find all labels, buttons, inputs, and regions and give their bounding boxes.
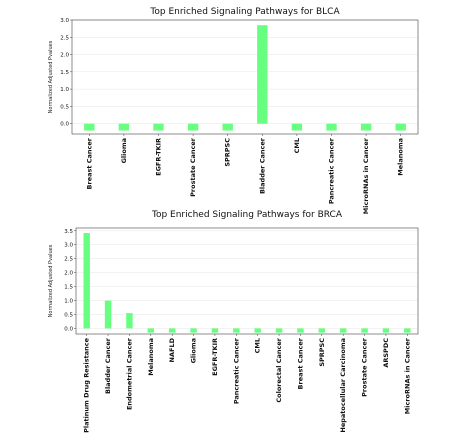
- y-axis-label: Normalized Adjusted Pvalues: [48, 244, 54, 317]
- y-tick-label: 1.5: [64, 285, 73, 291]
- bar: [404, 328, 411, 333]
- x-tick-label: CML: [254, 338, 262, 353]
- x-tick-label: SPRPSC: [318, 338, 326, 367]
- x-tick-label: Pancreatic Cancer: [232, 337, 240, 404]
- bar: [187, 123, 199, 131]
- x-tick-label: Breast Cancer: [85, 137, 93, 189]
- bar: [211, 328, 219, 333]
- y-tick-label: 3.0: [64, 243, 73, 249]
- bar: [118, 123, 130, 131]
- y-tick-label: 2.0: [64, 271, 73, 277]
- x-tick-label: Platinum Drug Resistance: [83, 337, 91, 433]
- bar: [104, 300, 112, 329]
- y-tick-label: 1.0: [64, 299, 73, 305]
- bar: [83, 233, 90, 329]
- bar: [233, 328, 240, 333]
- brca-chart: Top Enriched Signaling Pathways for BRCA…: [48, 210, 419, 433]
- bar: [360, 123, 372, 131]
- plot-frame: [75, 227, 419, 335]
- bar: [318, 328, 326, 333]
- x-tick-label: Prostate Cancer: [189, 137, 197, 197]
- y-tick-label: 0.5: [60, 104, 69, 110]
- y-tick-label: 3.5: [64, 229, 73, 235]
- x-tick-label: ARSPDC: [382, 338, 390, 368]
- bar: [254, 328, 261, 333]
- blca-chart: Top Enriched Signaling Pathways for BLCA…: [48, 7, 419, 214]
- plot-frame: [71, 19, 419, 135]
- x-tick-label: Endometrial Cancer: [125, 337, 133, 410]
- bar: [361, 328, 368, 333]
- x-tick-label: MicroRNAs in Cancer: [362, 137, 370, 214]
- bar: [339, 328, 347, 333]
- y-axis-label: Normalized Adjusted Pvalues: [48, 40, 54, 113]
- y-tick-label: 2.0: [60, 53, 69, 59]
- bar: [297, 328, 304, 333]
- x-tick-label: Breast Cancer: [296, 337, 304, 389]
- x-tick-label: NAFLD: [168, 337, 176, 362]
- x-tick-label: Pancreatic Cancer: [328, 137, 336, 204]
- bar: [382, 328, 390, 333]
- y-tick-label: 0.0: [60, 122, 69, 128]
- bar: [291, 123, 303, 131]
- y-tick-label: 1.5: [60, 70, 69, 76]
- x-tick-label: MicroRNAs in Cancer: [403, 337, 411, 414]
- chart-title: Top Enriched Signaling Pathways for BRCA: [151, 210, 343, 220]
- y-tick-label: 0.5: [64, 312, 73, 318]
- x-tick-label: EGFR-TKIR: [211, 338, 219, 376]
- bar: [395, 123, 406, 131]
- x-tick-label: Melanoma: [147, 338, 155, 376]
- chart-title: Top Enriched Signaling Pathways for BLCA: [149, 7, 340, 17]
- x-tick-label: Colorectal Cancer: [275, 337, 283, 402]
- bar: [153, 123, 164, 131]
- x-tick-label: SPRPSC: [224, 138, 232, 167]
- bar: [222, 123, 233, 131]
- y-tick-label: 3.0: [60, 18, 69, 24]
- y-tick-label: 1.0: [60, 87, 69, 93]
- x-tick-label: Hepatocellular Carcinoma: [339, 338, 347, 433]
- bar: [147, 328, 155, 333]
- y-tick-label: 0.0: [64, 326, 73, 332]
- bar: [326, 123, 337, 131]
- x-tick-label: CML: [293, 138, 301, 153]
- x-tick-label: Glioma: [190, 338, 198, 363]
- x-tick-label: Melanoma: [397, 138, 405, 176]
- bar: [168, 328, 176, 333]
- bar: [84, 123, 95, 131]
- x-tick-label: EGFR-TKIR: [155, 138, 163, 176]
- y-tick-label: 2.5: [60, 35, 69, 41]
- bar: [257, 25, 268, 124]
- x-tick-label: Bladder Cancer: [258, 137, 266, 194]
- x-tick-label: Glioma: [120, 138, 128, 163]
- y-tick-label: 2.5: [64, 257, 73, 263]
- x-tick-label: Bladder Cancer: [104, 337, 112, 394]
- bar: [275, 328, 283, 333]
- x-tick-label: Prostate Cancer: [361, 337, 369, 397]
- bar: [126, 313, 133, 329]
- bar: [190, 328, 197, 333]
